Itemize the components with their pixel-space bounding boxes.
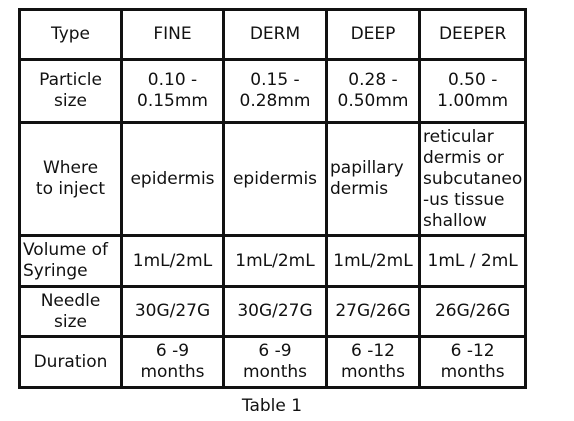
table-row: Type FINE DERM DEEP DEEPER [18,8,528,61]
cell-text: 1mL/2mL [333,250,413,271]
table-cell: Duration [18,335,123,389]
table-cell: 1mL/2mL [222,234,328,288]
cell-text: 0.10 - [147,70,198,90]
cell-text: 6 -9 [258,341,292,361]
cell-text: 0.50 - [447,70,498,90]
cell-text: 0.28 - [348,70,398,90]
table-cell: 27G/26G [325,285,421,338]
table-cell: papillary dermis [325,121,421,237]
cell-text: 6 -12 [351,341,395,361]
cell-text: FINE [153,24,192,44]
header-cell: Type [18,8,123,61]
table-row: Particle size 0.10 -0.15mm 0.15 -0.28mm 0.28… [18,58,528,124]
table-cell: 30G/27G [120,285,225,338]
table-cell: 1mL/2mL [120,234,225,288]
cell-text: DERM [249,24,301,44]
header-cell: DEEP [325,8,421,61]
cell-text: DEEP [350,24,396,44]
cell-text: 30G/27G [134,301,211,321]
header-cell: DERM [222,8,328,61]
table-cell: reticular dermis or subcutaneo -us tissue sh… [417,121,528,237]
cell-text: 6 -12 [450,341,495,361]
cell-text: Where [42,158,99,178]
cell-text: months [340,362,406,382]
cell-text: Particle [39,70,102,90]
table-cell: Volume of Syringe [18,234,123,288]
table-row: Volume of Syringe 1mL/2mL 1mL/2mL 1mL/2mL 1mL… [18,234,528,288]
cell-text: 0.50mm [337,91,409,111]
data-table: Type FINE DERM DEEP DEEPER Particle size 0.10 -… [18,8,528,389]
header-cell: DEEPER [417,8,528,61]
table-cell: 6 -12 months [325,335,421,389]
table-cell: Needle size [18,285,123,338]
cell-text: DEEPER [438,24,507,44]
cell-text: dermis [330,179,389,199]
table-cell: 1mL/2mL [325,234,421,288]
cell-text: 26G/26G [434,301,511,321]
cell-text: to inject [35,179,106,199]
table-cell: 0.28 -0.50mm [325,58,421,124]
cell-text: reticular [423,126,494,147]
cell-text: months [440,362,505,382]
table-cell: 6 -12 months [417,335,528,389]
cell-text: 0.28mm [239,91,311,111]
header-cell: FINE [120,8,225,61]
table-cell: epidermis [222,121,328,237]
table-cell: 30G/27G [222,285,328,338]
cell-text: 27G/26G [335,301,411,321]
table-row: Where to inject epidermis epidermis papillar… [18,121,528,237]
cell-text: epidermis [232,168,318,189]
cell-text: papillary [330,158,404,178]
table-cell: 1mL / 2mL [417,234,528,288]
cell-text: 1mL / 2mL [427,250,518,271]
table-cell: 26G/26G [417,285,528,338]
cell-text: 1.00mm [437,91,509,111]
cell-text: shallow [423,210,487,231]
cell-text: months [140,362,205,382]
cell-text: dermis or [423,147,504,168]
cell-text: 1mL/2mL [132,250,213,271]
table-caption: Table 1 [241,396,303,416]
cell-text: Duration [33,351,108,372]
table-cell: Particle size [18,58,123,124]
cell-text: subcutaneo [423,168,523,189]
table-cell: 6 -9 months [222,335,328,389]
cell-text: size [54,91,87,111]
table-cell: epidermis [120,121,225,237]
table-cell: 0.50 -1.00mm [417,58,528,124]
table-cell: 6 -9 months [120,335,225,389]
cell-text: size [54,311,87,332]
table-cell: Where to inject [18,121,123,237]
cell-text: Volume of [23,240,109,260]
cell-text: Syringe [23,261,88,281]
cell-text: 30G/27G [237,301,313,321]
cell-text: months [242,362,308,382]
cell-text: 6 -9 [155,341,190,361]
table-row: Needle size 30G/27G 30G/27G 27G/26G 26G/26G [18,285,528,338]
table-cell: 0.15 -0.28mm [222,58,328,124]
cell-text: Needle [40,290,101,311]
cell-text: epidermis [130,168,215,189]
cell-text: 0.15 - [250,70,300,90]
cell-text: 0.15mm [137,91,208,111]
cell-text: Type [50,24,91,44]
cell-text: 1mL/2mL [235,250,315,271]
table-cell: 0.10 -0.15mm [120,58,225,124]
cell-text: -us tissue [423,189,505,210]
table-row: Duration 6 -9 months 6 -9 months 6 -12 months 6… [18,335,528,389]
